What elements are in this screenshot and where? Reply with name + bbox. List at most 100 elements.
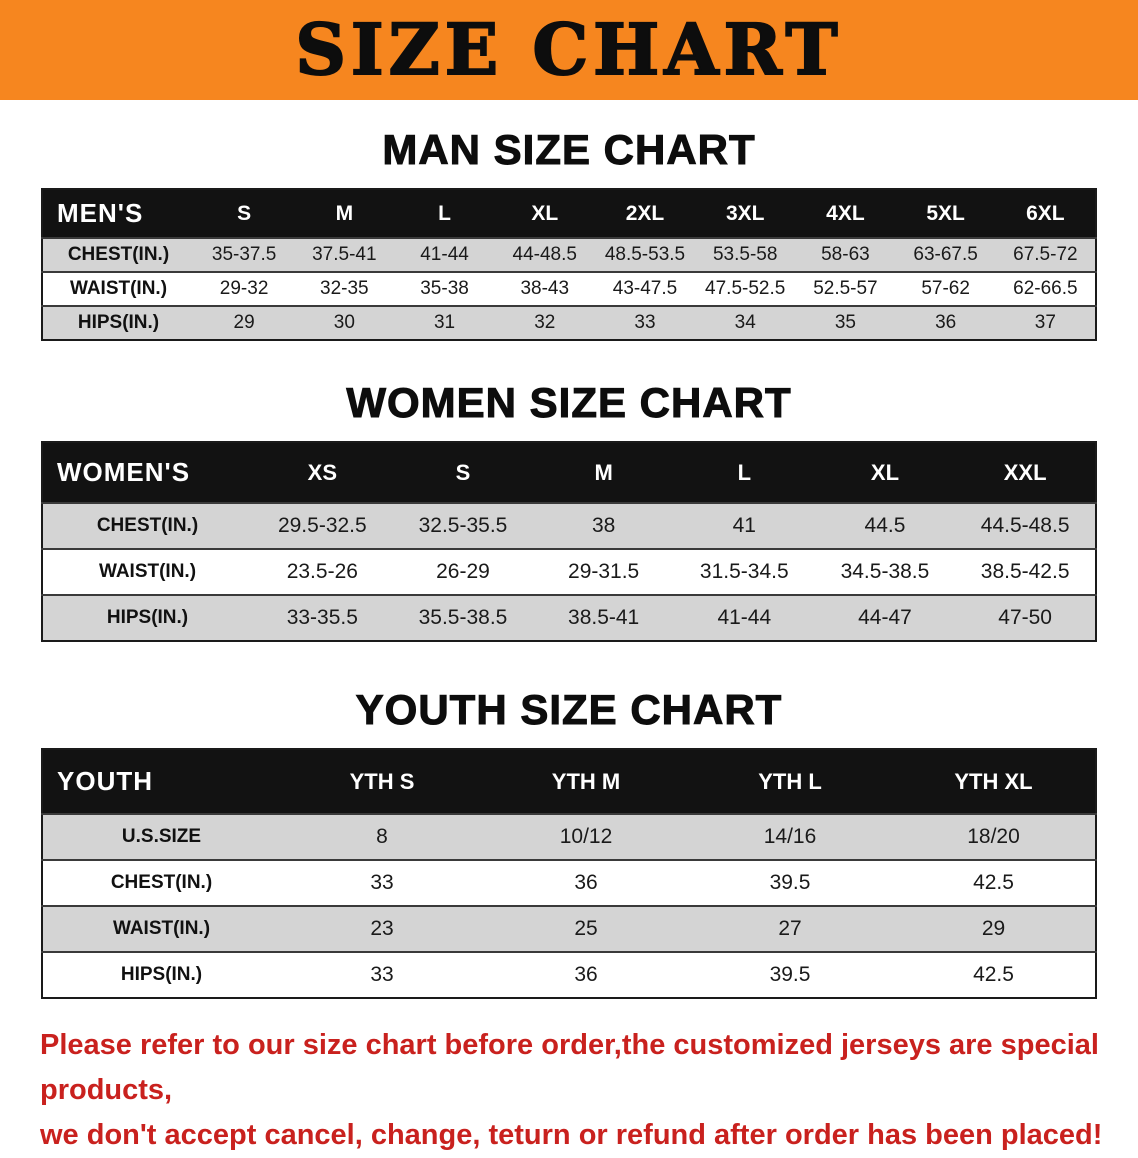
row-label-cell: HIPS(IN.) bbox=[77, 312, 160, 333]
row-label-cell: U.S.SIZE bbox=[121, 826, 202, 847]
row-label-cell: WAIST(IN.) bbox=[98, 561, 197, 582]
value-cell: 8 bbox=[376, 825, 388, 848]
value-cell: 42.5 bbox=[973, 871, 1014, 894]
value-cell: 10/12 bbox=[559, 825, 613, 848]
size-header-cell: S bbox=[194, 189, 295, 238]
value-cell: 44.5-48.5 bbox=[980, 514, 1070, 537]
value-cell: 38 bbox=[591, 514, 616, 537]
size-header-cell: 4XL bbox=[795, 189, 896, 238]
value-cell: 43-47.5 bbox=[612, 278, 678, 299]
table-row: HIPS(IN.) 29 30 31 32 33 34 35 36 37 bbox=[42, 306, 1096, 340]
table-row: WAIST(IN.) 23 25 27 29 bbox=[42, 906, 1096, 952]
size-header-cell: XS bbox=[252, 442, 393, 503]
value-cell: 41-44 bbox=[420, 244, 469, 265]
value-cell: 44.5 bbox=[864, 514, 906, 537]
value-cell: 62-66.5 bbox=[1013, 278, 1078, 299]
value-cell: 44-48.5 bbox=[512, 244, 577, 265]
value-cell: 42.5 bbox=[973, 963, 1014, 986]
section-men: MAN SIZE CHART MEN'S S M L XL 2XL 3XL 4XL 5XL 6XL… bbox=[0, 126, 1138, 341]
value-cell: 35 bbox=[834, 312, 856, 333]
value-cell: 33-35.5 bbox=[286, 606, 358, 629]
row-label-cell: CHEST(IN.) bbox=[96, 515, 199, 536]
table-row: U.S.SIZE 8 10/12 14/16 18/20 bbox=[42, 814, 1096, 860]
table-title-cell: MEN'S bbox=[42, 189, 194, 238]
value-cell: 32-35 bbox=[320, 278, 369, 299]
size-header-cell: YTH XL bbox=[892, 749, 1096, 814]
table-title-cell: YOUTH bbox=[42, 749, 280, 814]
value-cell: 31 bbox=[433, 312, 456, 333]
disclaimer-line-1: Please refer to our size chart before or… bbox=[40, 1029, 1099, 1106]
page-title: SIZE CHART bbox=[294, 8, 843, 91]
value-cell: 38.5-42.5 bbox=[980, 560, 1070, 583]
value-cell: 30 bbox=[333, 312, 355, 333]
value-cell: 41 bbox=[732, 514, 756, 537]
table-header-row: YOUTH YTH S YTH M YTH L YTH XL bbox=[42, 749, 1096, 814]
table-row: HIPS(IN.) 33 36 39.5 42.5 bbox=[42, 952, 1096, 998]
value-cell: 44-47 bbox=[858, 606, 912, 629]
value-cell: 34.5-38.5 bbox=[840, 560, 930, 583]
size-header-cell: 6XL bbox=[995, 189, 1096, 238]
value-cell: 57-62 bbox=[921, 278, 970, 299]
size-header-cell: XXL bbox=[955, 442, 1096, 503]
value-cell: 36 bbox=[574, 871, 598, 894]
value-cell: 29-31.5 bbox=[568, 560, 640, 583]
size-header-cell: M bbox=[533, 442, 674, 503]
value-cell: 47-50 bbox=[998, 606, 1052, 629]
table-header-row: WOMEN'S XS S M L XL XXL bbox=[42, 442, 1096, 503]
value-cell: 36 bbox=[935, 312, 957, 333]
value-cell: 35-38 bbox=[420, 278, 469, 299]
size-header-cell: M bbox=[294, 189, 395, 238]
table-row: CHEST(IN.) 35-37.5 37.5-41 41-44 44-48.5 48.5… bbox=[42, 238, 1096, 272]
table-row: CHEST(IN.) 33 36 39.5 42.5 bbox=[42, 860, 1096, 906]
value-cell: 26-29 bbox=[436, 560, 490, 583]
value-cell: 32 bbox=[534, 312, 556, 333]
youth-size-table: YOUTH YTH S YTH M YTH L YTH XL U.S.SIZE 8 10/12… bbox=[41, 748, 1097, 999]
size-header-cell: YTH M bbox=[484, 749, 688, 814]
disclaimer-line-2: we don't accept cancel, change, teturn o… bbox=[40, 1118, 1103, 1151]
row-label-cell: HIPS(IN.) bbox=[120, 964, 203, 985]
size-header-cell: XL bbox=[494, 189, 595, 238]
row-label-cell: HIPS(IN.) bbox=[106, 607, 189, 628]
value-cell: 33 bbox=[370, 963, 394, 986]
value-cell: 47.5-52.5 bbox=[705, 278, 786, 299]
size-header-cell: L bbox=[673, 442, 815, 503]
size-header-cell: S bbox=[392, 442, 534, 503]
table-header-row: MEN'S S M L XL 2XL 3XL 4XL 5XL 6XL bbox=[42, 189, 1096, 238]
value-cell: 39.5 bbox=[769, 963, 811, 986]
value-cell: 33 bbox=[370, 871, 394, 894]
section-youth: YOUTH SIZE CHART YOUTH YTH S YTH M YTH L YTH… bbox=[0, 686, 1138, 999]
value-cell: 18/20 bbox=[967, 825, 1020, 848]
value-cell: 23.5-26 bbox=[286, 560, 358, 583]
value-cell: 39.5 bbox=[769, 871, 811, 894]
men-section-heading: MAN SIZE CHART bbox=[382, 126, 756, 174]
value-cell: 38.5-41 bbox=[568, 606, 640, 629]
banner: SIZE CHART bbox=[0, 0, 1138, 100]
row-label-cell: CHEST(IN.) bbox=[110, 872, 213, 893]
size-header-cell: 5XL bbox=[895, 189, 996, 238]
table-row: CHEST(IN.) 29.5-32.5 32.5-35.5 38 41 44.5 44.5… bbox=[42, 503, 1096, 549]
value-cell: 32.5-35.5 bbox=[418, 514, 508, 537]
value-cell: 25 bbox=[574, 917, 598, 940]
table-row: WAIST(IN.) 29-32 32-35 35-38 38-43 43-47.5 47.… bbox=[42, 272, 1096, 306]
size-header-cell: 2XL bbox=[594, 189, 696, 238]
value-cell: 29.5-32.5 bbox=[277, 514, 367, 537]
row-label-cell: WAIST(IN.) bbox=[69, 278, 168, 299]
value-cell: 31.5-34.5 bbox=[699, 560, 789, 583]
value-cell: 14/16 bbox=[763, 825, 817, 848]
size-header-cell: L bbox=[394, 189, 495, 238]
value-cell: 38-43 bbox=[520, 278, 570, 299]
value-cell: 29 bbox=[233, 312, 255, 333]
women-section-heading: WOMEN SIZE CHART bbox=[346, 379, 792, 427]
row-label-cell: CHEST(IN.) bbox=[67, 244, 170, 265]
table-title-cell: WOMEN'S bbox=[42, 442, 252, 503]
youth-section-heading: YOUTH SIZE CHART bbox=[355, 686, 783, 734]
women-size-table: WOMEN'S XS S M L XL XXL CHEST(IN.) 29.5-32.5 32.5… bbox=[41, 441, 1097, 642]
value-cell: 23 bbox=[370, 917, 394, 940]
value-cell: 35-37.5 bbox=[211, 244, 277, 265]
value-cell: 67.5-72 bbox=[1013, 244, 1078, 265]
size-header-cell: 3XL bbox=[695, 189, 796, 238]
size-header-cell: XL bbox=[814, 442, 956, 503]
value-cell: 48.5-53.5 bbox=[604, 244, 686, 265]
value-cell: 52.5-57 bbox=[813, 278, 878, 299]
table-row: WAIST(IN.) 23.5-26 26-29 29-31.5 31.5-34.5 34… bbox=[42, 549, 1096, 595]
